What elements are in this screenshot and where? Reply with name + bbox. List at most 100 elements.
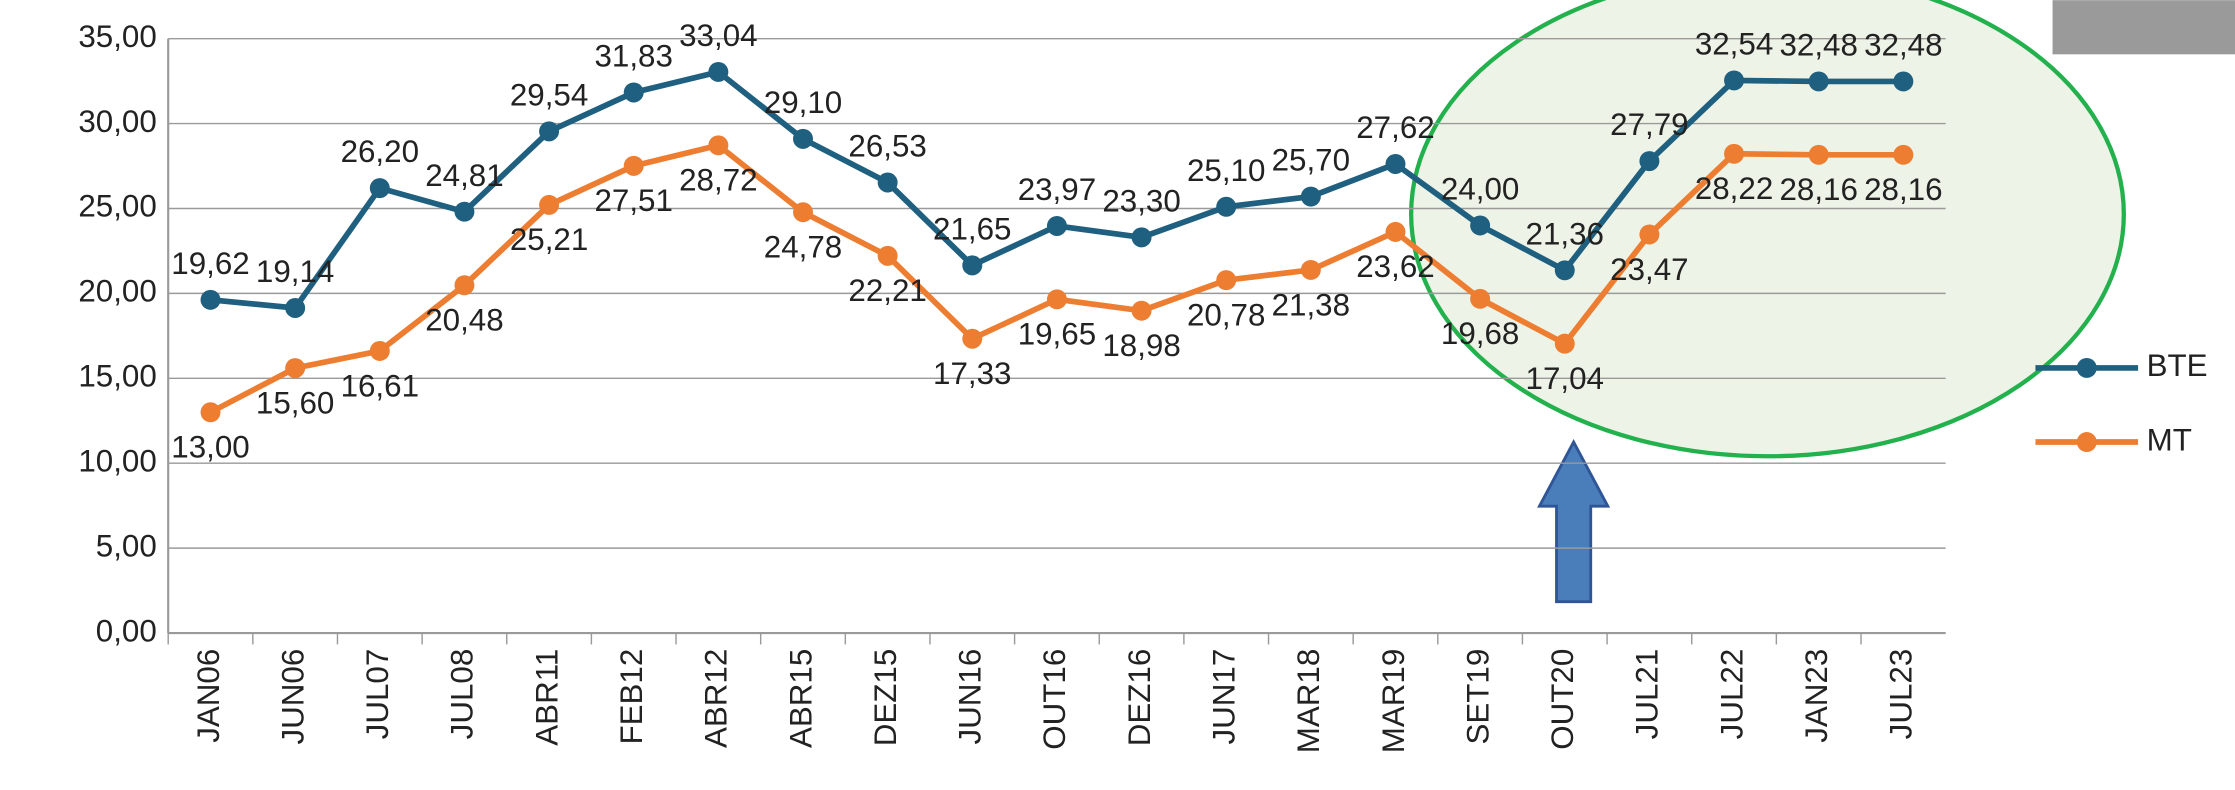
data-label: 28,72 — [679, 163, 757, 198]
data-label: 25,10 — [1187, 153, 1265, 188]
data-label: 22,21 — [848, 273, 926, 308]
x-tick-label: JAN06 — [191, 649, 226, 743]
x-tick-label: FEB12 — [614, 649, 649, 745]
data-point — [1216, 270, 1237, 291]
x-tick-label: OUT16 — [1037, 649, 1072, 750]
arrow — [1537, 439, 1611, 604]
x-tick-label: JUN06 — [275, 649, 310, 745]
data-point — [1893, 71, 1914, 92]
data-label: 24,81 — [425, 158, 503, 193]
data-label: 28,16 — [1779, 172, 1857, 207]
data-label: 27,62 — [1356, 110, 1434, 145]
data-label: 29,54 — [510, 77, 588, 112]
data-label: 28,16 — [1864, 172, 1942, 207]
data-point — [1893, 144, 1914, 165]
data-label: 25,21 — [510, 222, 588, 257]
data-point — [200, 402, 221, 423]
x-tick-label: DEZ16 — [1122, 649, 1157, 747]
data-label: 27,79 — [1610, 107, 1688, 142]
data-point — [1808, 144, 1829, 165]
data-label: 24,00 — [1441, 172, 1519, 207]
data-point — [1470, 215, 1491, 236]
data-label: 32,48 — [1864, 28, 1942, 63]
x-tick-label: JUL21 — [1630, 649, 1665, 740]
data-label: 23,47 — [1610, 252, 1688, 287]
y-tick-label: 20,00 — [78, 274, 156, 309]
data-label: 33,04 — [679, 18, 757, 53]
data-point — [1724, 143, 1745, 164]
data-label: 23,97 — [1018, 172, 1096, 207]
data-point — [1639, 151, 1660, 172]
data-label: 23,62 — [1356, 249, 1434, 284]
data-label: 24,78 — [764, 230, 842, 265]
data-label: 16,61 — [341, 368, 419, 403]
data-point — [793, 128, 813, 149]
x-tick-label: JUN16 — [953, 649, 988, 745]
data-point — [962, 328, 983, 349]
legend-marker — [2076, 432, 2097, 453]
data-point — [454, 275, 475, 296]
x-tick-label: ABR11 — [529, 649, 564, 746]
data-point — [1216, 196, 1237, 217]
data-point — [539, 194, 560, 215]
data-label: 29,10 — [764, 85, 842, 120]
data-point — [200, 289, 221, 310]
data-point — [877, 172, 898, 193]
data-point — [708, 61, 729, 82]
data-point — [1046, 215, 1067, 236]
x-tick-label: JUL07 — [360, 649, 395, 740]
y-tick-label: 35,00 — [78, 19, 156, 54]
highlight-ellipse — [1409, 0, 2126, 459]
data-label: 27,51 — [594, 183, 672, 218]
data-point — [1131, 227, 1152, 248]
data-point — [1046, 289, 1067, 310]
x-tick-label: DEZ15 — [868, 649, 903, 747]
legend-marker — [2076, 357, 2097, 378]
data-label: 25,70 — [1272, 143, 1350, 178]
data-label: 32,48 — [1779, 28, 1857, 63]
y-tick-label: 30,00 — [78, 104, 156, 139]
data-point — [1639, 224, 1660, 245]
x-tick-label: JUL08 — [445, 649, 480, 740]
data-label: 23,30 — [1102, 183, 1180, 218]
data-label: 18,98 — [1102, 328, 1180, 363]
x-tick-label: JUN17 — [1206, 649, 1241, 745]
data-label: 19,62 — [171, 246, 249, 281]
data-point — [1554, 260, 1575, 281]
y-tick-label: 15,00 — [78, 359, 156, 394]
data-label: 21,65 — [933, 211, 1011, 246]
x-tick-label: MAR19 — [1376, 649, 1411, 754]
legend-label: BTE — [2147, 348, 2208, 383]
data-point — [1554, 333, 1575, 354]
data-point — [1470, 288, 1491, 309]
data-point — [1300, 186, 1321, 207]
x-tick-label: ABR15 — [783, 649, 818, 748]
data-label: 21,38 — [1272, 287, 1350, 322]
data-label: 17,33 — [933, 356, 1011, 391]
data-point — [708, 135, 729, 156]
data-label: 32,54 — [1695, 27, 1773, 62]
data-label: 26,53 — [848, 129, 926, 164]
data-label: 28,22 — [1695, 171, 1773, 206]
data-label: 19,14 — [256, 254, 334, 289]
y-tick-label: 10,00 — [78, 443, 156, 478]
data-point — [1385, 221, 1406, 242]
data-label: 20,48 — [425, 303, 503, 338]
x-tick-label: MAR18 — [1291, 649, 1326, 754]
data-label: 19,68 — [1441, 316, 1519, 351]
x-tick-label: JUL23 — [1884, 649, 1919, 740]
data-label: 20,78 — [1187, 297, 1265, 332]
y-tick-label: 25,00 — [78, 189, 156, 224]
data-label: 26,20 — [341, 134, 419, 169]
data-point — [1131, 300, 1152, 321]
x-tick-label: SET19 — [1460, 649, 1495, 745]
x-tick-label: JUL22 — [1714, 649, 1749, 740]
data-point — [369, 178, 390, 199]
legend-label: MT — [2147, 422, 2192, 457]
y-tick-label: 0,00 — [96, 613, 157, 648]
data-point — [1808, 71, 1829, 92]
data-point — [793, 202, 813, 223]
corner-image — [2052, 0, 2235, 55]
y-tick-label: 5,00 — [96, 528, 157, 563]
data-point — [962, 255, 983, 276]
